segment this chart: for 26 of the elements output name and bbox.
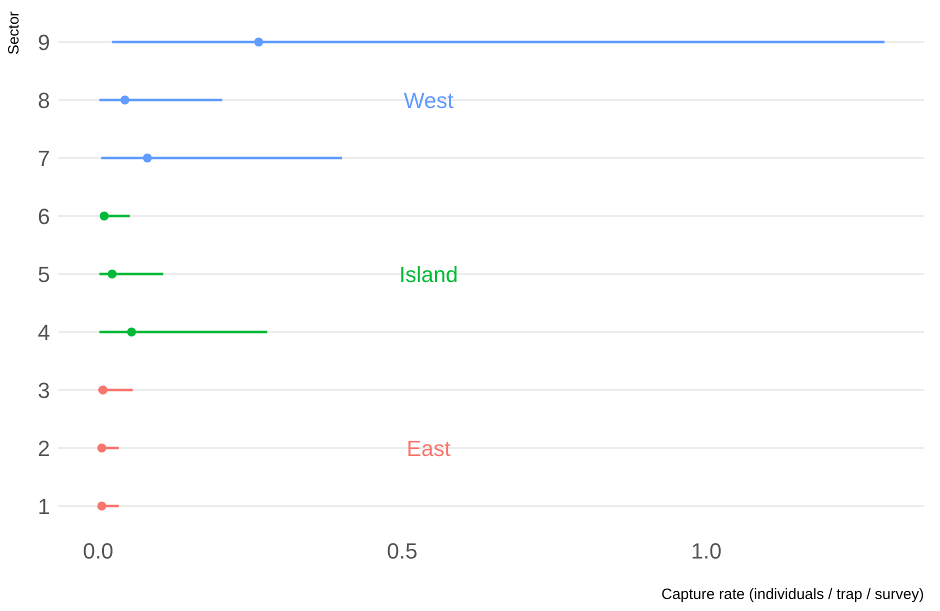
y-tick-label: 1 [38,494,50,519]
text: Island [399,262,458,287]
point [97,443,106,453]
point [100,211,109,221]
text: East [406,436,451,461]
x-tick-label: 0.5 [386,538,418,564]
y-tick-label: 6 [38,204,50,229]
y-tick-label: 4 [38,320,50,345]
y-tick-label: 5 [38,262,50,287]
x-tick-label: 1.0 [690,538,722,564]
point [98,385,108,395]
y-tick-label: 8 [38,88,50,113]
x-axis-title: Capture rate (individuals / trap / survey) [661,586,924,603]
y-tick-label: 7 [38,146,50,171]
y-tick-label: 9 [38,30,50,55]
x-tick-label: 0.0 [82,538,114,564]
point [142,153,152,163]
y-axis-title: Sector [6,11,23,55]
y-tick-label: 2 [38,436,50,461]
point [97,501,106,511]
point [120,95,130,105]
point [127,327,136,337]
point [108,269,117,279]
point [254,37,264,47]
text: West [404,88,454,113]
y-tick-label: 3 [38,378,50,403]
